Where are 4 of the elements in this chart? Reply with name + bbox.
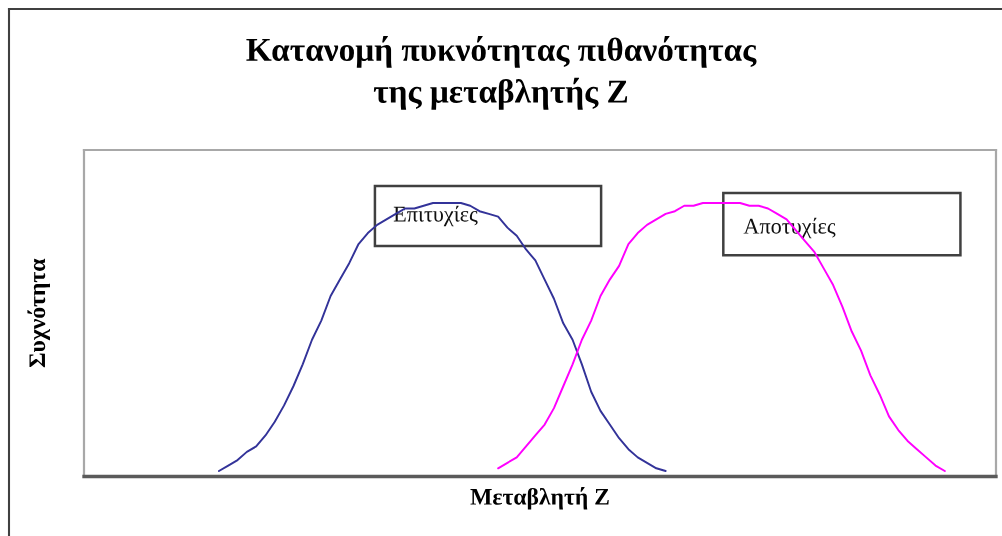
y-axis-title: Συχνότητα	[27, 258, 50, 368]
chart-title: Κατανομή πυκνότητας πιθανότητας της μεταβλητής Z	[246, 36, 757, 110]
series-label: Επιτυχίες	[393, 205, 478, 227]
x-axis-title: Μεταβλητή Z	[470, 487, 609, 510]
